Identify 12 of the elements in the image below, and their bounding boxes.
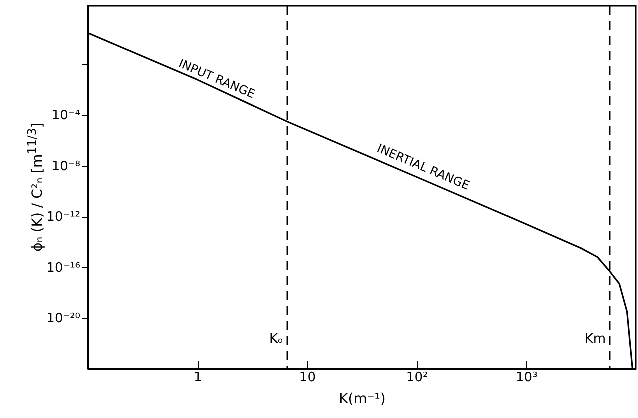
x-axis-title: K(m⁻¹) — [339, 392, 386, 408]
x-tick-label: 10² — [406, 370, 428, 386]
x-tick-label: 10 — [299, 370, 316, 386]
x-tick-label: 1 — [194, 370, 202, 386]
y-tick-label: 10⁻⁴ — [52, 108, 80, 124]
y-tick-label: 10⁻¹² — [46, 210, 80, 226]
y-tick-label: 10⁻⁸ — [52, 159, 80, 174]
x-tick-label: 10³ — [516, 370, 538, 386]
y-tick-label: 10⁻²⁰ — [46, 312, 80, 327]
ref-line-label: Km — [584, 332, 606, 347]
ref-line-label: Kₒ — [270, 332, 284, 347]
y-tick-label: 10⁻¹⁶ — [46, 260, 80, 276]
